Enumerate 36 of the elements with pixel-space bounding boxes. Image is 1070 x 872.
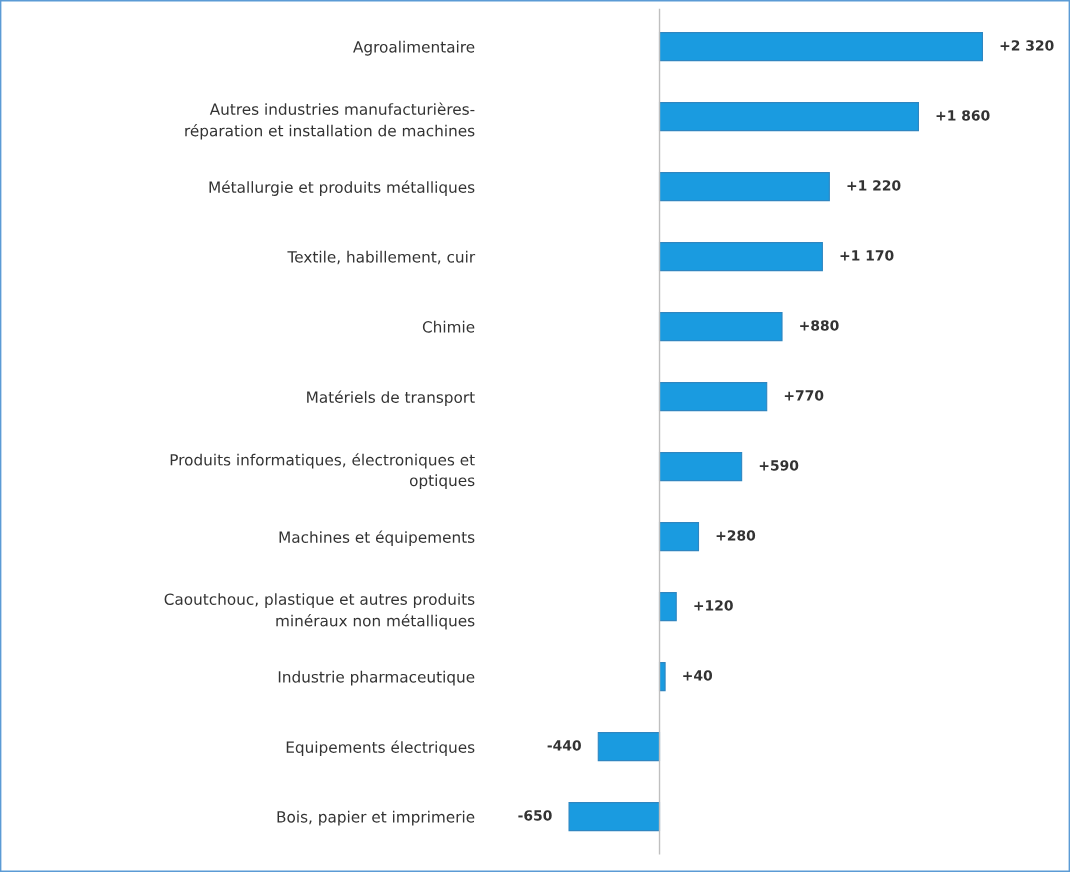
bar <box>658 522 700 552</box>
y-tick-label: Industrie pharmaceutique <box>278 670 475 686</box>
data-label: +120 <box>694 600 733 611</box>
y-tick-label: Agroalimentaire <box>353 40 475 56</box>
bar <box>658 242 823 272</box>
y-tick-label: Matériels de transport <box>307 390 475 406</box>
y-tick-label: Bois, papier et imprimerie <box>277 810 475 826</box>
bar <box>658 382 768 412</box>
data-label: +2 320 <box>1000 40 1054 51</box>
bar <box>658 312 783 342</box>
data-label: +40 <box>683 670 713 681</box>
y-tick-label: Machines et équipements <box>279 530 475 546</box>
y-tick-label: Textile, habillement, cuir <box>287 250 476 265</box>
data-label: +770 <box>784 390 824 401</box>
data-label: +590 <box>759 460 799 471</box>
bar <box>658 452 743 482</box>
data-label: +880 <box>800 320 839 331</box>
y-tick-label: Equipements électriques <box>286 740 475 756</box>
data-label: +1 220 <box>847 180 901 191</box>
y-tick-label: Autres industries manufacturières- réparation et installation de machines <box>185 102 475 140</box>
data-label: +280 <box>716 530 756 541</box>
y-tick-label: Caoutchouc, plastique et autres produits minéraux non métalliques <box>164 593 475 630</box>
bar <box>568 802 661 832</box>
bar <box>658 662 666 692</box>
bar <box>658 102 919 132</box>
bar <box>658 172 830 202</box>
data-label: +1 170 <box>840 250 894 261</box>
bar <box>658 32 984 62</box>
y-tick-label: Métallurgie et produits métalliques <box>209 180 475 196</box>
y-tick-label: Chimie <box>422 320 475 333</box>
data-label: -650 <box>518 810 552 821</box>
y-tick-label: Produits informatiques, électroniques et optiques <box>170 453 475 490</box>
data-label: -440 <box>547 740 581 751</box>
data-label: +1 860 <box>936 110 990 121</box>
bar <box>658 592 677 622</box>
bar <box>597 732 661 762</box>
